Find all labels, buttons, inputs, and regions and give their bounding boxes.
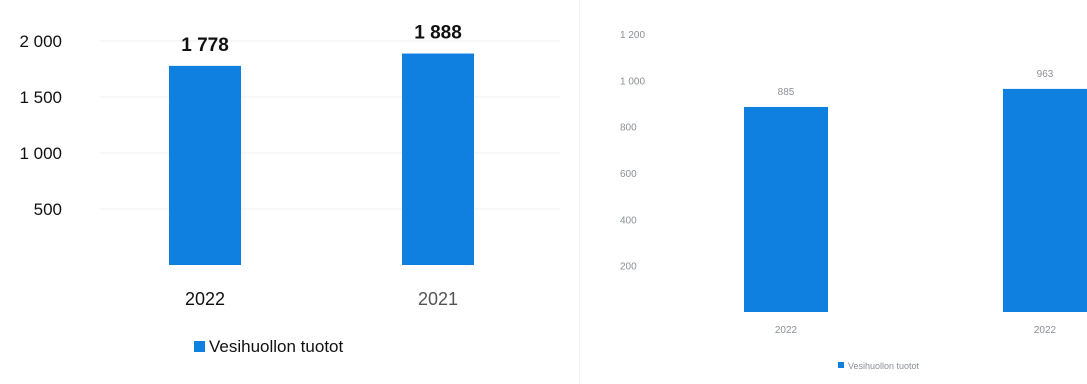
y-tick-label: 800 — [620, 123, 637, 134]
data-label: 963 — [1037, 69, 1054, 80]
y-tick-label: 200 — [620, 262, 637, 273]
chart-left-svg: 500 1 000 1 500 2 000 1 778 2022 1 888 2021 Vesi… — [19, 23, 560, 356]
bar — [169, 65, 241, 265]
bar — [1003, 88, 1087, 312]
bar — [402, 53, 474, 265]
data-label: 1 888 — [414, 23, 462, 44]
legend-label: Vesihuollon tuotot — [848, 361, 920, 371]
y-tick-label: 2 000 — [19, 32, 62, 51]
x-tick-label: 2022 — [1034, 325, 1057, 336]
y-tick-label: 1 000 — [620, 76, 645, 87]
y-tick-label: 1 200 — [620, 30, 645, 41]
x-tick-label: 2021 — [418, 289, 458, 309]
x-tick-label: 2022 — [775, 325, 798, 336]
chart-left: 500 1 000 1 500 2 000 1 778 2022 1 888 2021 Vesi… — [19, 22, 560, 356]
y-tick-label: 400 — [620, 215, 637, 226]
x-tick-label: 2022 — [185, 289, 225, 309]
legend-swatch — [194, 341, 205, 352]
y-tick-label: 500 — [34, 200, 62, 219]
legend-label: Vesihuollon tuotot — [209, 337, 343, 356]
chart-divider — [579, 0, 580, 384]
bar — [744, 106, 828, 312]
data-label: 1 778 — [181, 35, 229, 56]
data-label: 885 — [778, 87, 795, 98]
chart-right-svg: 200 400 600 800 1 000 1 200 885 2022 963 2022 Vesi… — [620, 30, 1087, 371]
y-tick-label: 600 — [620, 169, 637, 180]
y-tick-label: 1 500 — [19, 88, 62, 107]
legend-swatch — [838, 362, 844, 368]
chart-right: 200 400 600 800 1 000 1 200 885 2022 963 2022 Vesi… — [580, 0, 1087, 384]
y-tick-label: 1 000 — [19, 144, 62, 163]
